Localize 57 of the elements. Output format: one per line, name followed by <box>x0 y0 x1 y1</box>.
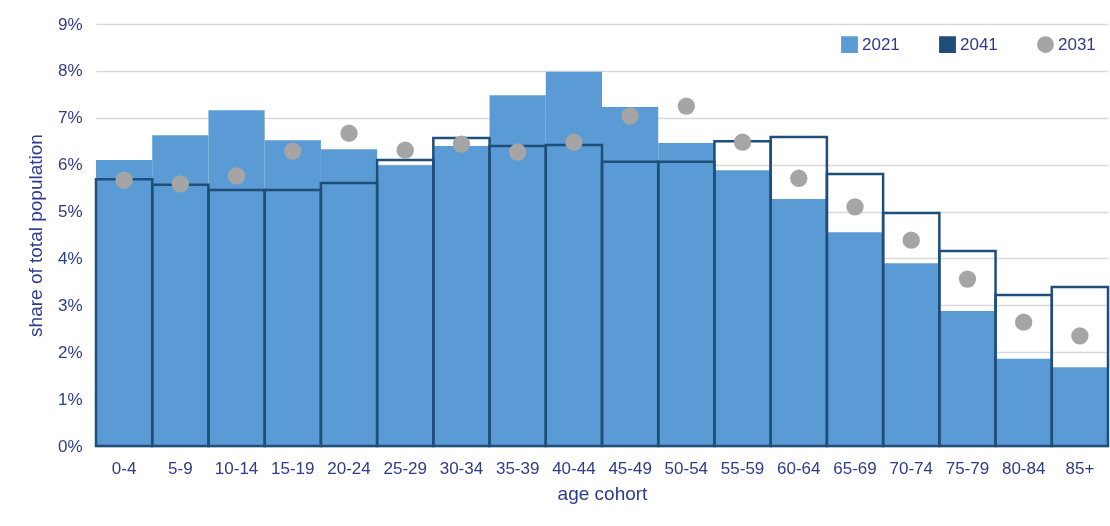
y-tick-label: 1% <box>57 389 83 409</box>
point <box>958 270 977 288</box>
x-tick-label: 20-24 <box>327 458 371 478</box>
point <box>396 141 414 159</box>
bar <box>995 358 1052 446</box>
y-tick-label: 6% <box>57 155 83 175</box>
x-tick-label: 35-39 <box>495 458 540 478</box>
y-tick-label: 9% <box>57 14 83 34</box>
x-tick-label: 50-54 <box>664 458 709 478</box>
bar <box>770 198 827 446</box>
legend-label: 2021 <box>862 34 900 54</box>
point <box>1071 327 1089 345</box>
x-tick-label: 45-49 <box>608 458 652 478</box>
x-tick-label: 80-84 <box>1001 458 1046 478</box>
legend-label: 2031 <box>1058 34 1096 54</box>
x-tick-label: 15-19 <box>271 458 315 478</box>
point <box>452 135 471 153</box>
x-tick-label: 40-44 <box>552 458 596 478</box>
point <box>284 142 302 160</box>
x-tick-label: 0-4 <box>111 458 137 478</box>
bar <box>1051 367 1108 446</box>
point <box>846 198 864 216</box>
y-tick-label: 3% <box>57 295 83 315</box>
x-tick-label: 30-34 <box>439 458 484 478</box>
x-tick-label: 10-14 <box>214 458 259 478</box>
point <box>171 175 189 193</box>
point <box>1015 313 1033 331</box>
x-tick-label: 60-64 <box>777 458 821 478</box>
x-tick-label: 55-59 <box>720 458 765 478</box>
y-tick-label: 8% <box>57 61 83 81</box>
point <box>509 143 527 161</box>
y-axis-title: share of total population <box>24 134 46 337</box>
x-tick-label: 70-74 <box>889 458 933 478</box>
point <box>621 107 639 125</box>
bar <box>883 263 940 446</box>
point <box>733 133 752 151</box>
y-tick-label: 0% <box>57 436 83 456</box>
legend-label: 2041 <box>960 34 998 54</box>
point <box>227 167 246 185</box>
point <box>340 124 358 142</box>
point <box>115 171 133 189</box>
point <box>790 169 808 187</box>
bar <box>826 232 884 446</box>
y-tick-label: 5% <box>57 202 83 222</box>
point <box>565 133 583 151</box>
y-tick-label: 4% <box>57 248 83 268</box>
bar <box>939 310 996 446</box>
x-tick-label: 65-69 <box>833 458 877 478</box>
x-tick-label: 5-9 <box>168 458 193 478</box>
point <box>902 231 920 249</box>
y-tick-label: 7% <box>57 108 83 128</box>
x-tick-label: 25-29 <box>383 458 427 478</box>
x-tick-label: 75-79 <box>945 458 990 478</box>
x-axis-title: age cohort <box>557 482 649 504</box>
y-tick-label: 2% <box>57 342 83 362</box>
x-tick-label: 85+ <box>1065 458 1095 478</box>
point <box>677 97 695 115</box>
